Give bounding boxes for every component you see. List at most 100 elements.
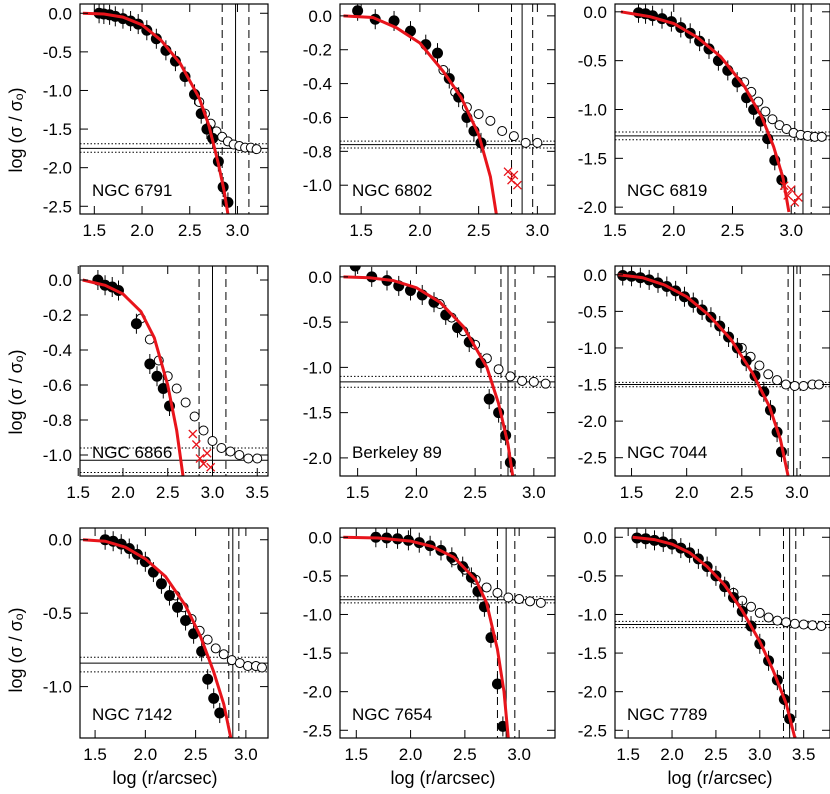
- plot-area: [80, 4, 268, 214]
- model-curve: [82, 278, 185, 476]
- open-point: [225, 446, 236, 457]
- model-curve: [343, 275, 515, 476]
- open-point: [816, 131, 827, 142]
- open-point: [189, 411, 200, 422]
- y-axis-label: log (σ / σₒ): [6, 87, 26, 172]
- x-tick-label: 1.5: [349, 221, 373, 240]
- excluded-point: [202, 448, 212, 458]
- open-point: [520, 137, 531, 148]
- x-tick-label: 1.5: [82, 221, 106, 240]
- excluded-point: [509, 170, 519, 180]
- filled-point: [155, 578, 167, 590]
- axes-frame: [339, 265, 556, 477]
- x-tick-label: 2.0: [408, 221, 432, 240]
- excluded-point: [512, 180, 522, 190]
- plot-area: [340, 4, 555, 214]
- axes-frame: [614, 265, 830, 477]
- filled-point: [180, 615, 192, 627]
- y-tick-label: 0.0: [308, 268, 332, 287]
- x-tick-label: 1.5: [616, 745, 640, 764]
- open-point: [760, 106, 771, 117]
- y-tick-label: -0.4: [43, 341, 72, 360]
- x-tick-label: 3.0: [234, 745, 258, 764]
- panel-label: NGC 6791: [92, 181, 172, 200]
- y-tick-label: -2.5: [303, 721, 332, 740]
- open-point: [180, 397, 191, 408]
- panel-label: NGC 6819: [627, 181, 707, 200]
- y-tick-label: -2.5: [43, 197, 72, 216]
- open-point: [505, 371, 516, 382]
- y-tick-label: -2.0: [578, 412, 607, 431]
- open-point: [772, 615, 783, 626]
- open-point: [485, 115, 496, 126]
- y-tick-label: -2.5: [578, 721, 607, 740]
- x-tick-label: 2.0: [111, 483, 135, 502]
- model-curve: [632, 535, 797, 738]
- x-tick-label: 2.5: [156, 483, 180, 502]
- open-point: [508, 131, 519, 142]
- panel-berkeley-89: 1.5 2.0 2.5 3.0 0.0 -0.5 -1.0 -1.5 -2.0 Berkeley …: [303, 265, 556, 502]
- filled-point: [163, 590, 175, 602]
- x-tick-label: 2.0: [399, 745, 423, 764]
- open-point: [763, 369, 774, 380]
- y-tick-label: -0.4: [303, 75, 332, 94]
- x-tick-label: 1.5: [66, 483, 90, 502]
- model-curve: [620, 10, 791, 213]
- filled-point: [483, 393, 495, 405]
- y-tick-label: -1.0: [578, 605, 607, 624]
- y-tick-label: -1.0: [303, 605, 332, 624]
- y-tick-label: -1.0: [303, 176, 332, 195]
- x-tick-label: 1.5: [344, 745, 368, 764]
- filled-point: [208, 692, 220, 704]
- y-tick-label: -0.5: [303, 313, 332, 332]
- excluded-point: [191, 440, 201, 449]
- y-tick-label: 0.0: [583, 528, 607, 547]
- x-tick-label: 2.5: [730, 483, 754, 502]
- panel-ngc-7142: 1.5 2.0 2.5 3.0 0.0 -0.5 -1.0 NGC 7142: [43, 527, 269, 764]
- x-tick-label: 1.5: [603, 221, 627, 240]
- y-tick-label: -0.5: [43, 604, 72, 623]
- y-tick-label: -1.5: [578, 644, 607, 663]
- y-tick-label: 0.0: [583, 3, 607, 22]
- open-point: [772, 375, 783, 386]
- x-tick-label: 2.0: [130, 221, 154, 240]
- excluded-point: [790, 197, 800, 207]
- y-tick-label: -0.8: [303, 142, 332, 161]
- open-point: [525, 596, 536, 607]
- y-tick-label: -0.5: [578, 567, 607, 586]
- open-point: [798, 619, 809, 630]
- y-axis-label: log (σ / σₒ): [6, 349, 26, 434]
- x-tick-label: 2.0: [675, 483, 699, 502]
- open-point: [754, 607, 765, 618]
- panel-ngc-7654: 1.5 2.0 2.5 3.0 0.0 -0.5 -1.0 -1.5 -2.0 -2.5 NGC 7…: [303, 527, 556, 764]
- open-point: [754, 360, 765, 371]
- axes-frame: [339, 527, 556, 739]
- y-tick-label: 0.0: [48, 531, 72, 550]
- open-point: [789, 381, 800, 391]
- open-point: [207, 436, 218, 446]
- y-tick-label: -0.6: [303, 108, 332, 127]
- y-tick-label: -2.0: [303, 449, 332, 468]
- y-tick-label: -0.5: [578, 302, 607, 321]
- x-tick-label: 1.5: [83, 745, 107, 764]
- y-tick-label: -0.5: [303, 567, 332, 586]
- panel-ngc-6866: 1.5 2.0 2.5 3.0 3.5 0.0 -0.2 -0.4 -0.6 -0.8 -1.0 NG…: [43, 265, 269, 502]
- x-tick-label: 3.5: [245, 483, 269, 502]
- x-axis-label: log (r/arcsec): [390, 768, 495, 788]
- y-tick-label: 0.0: [308, 528, 332, 547]
- y-tick-label: 0.0: [48, 271, 72, 290]
- open-point: [492, 587, 503, 598]
- excluded-point: [195, 454, 205, 463]
- open-point: [528, 376, 539, 387]
- x-tick-label: 2.5: [704, 745, 728, 764]
- filled-point: [352, 5, 364, 17]
- open-point: [218, 649, 229, 660]
- x-tick-label: 3.0: [779, 221, 803, 240]
- plot-area: [340, 528, 555, 738]
- panel-ngc-7044: 1.5 2.0 2.5 3.0 0.0 -0.5 -1.0 -1.5 -2.0 -2.5 NGC 7…: [578, 265, 830, 502]
- open-point: [517, 375, 528, 386]
- open-point: [493, 364, 504, 375]
- y-tick-label: -1.5: [303, 644, 332, 663]
- panel-label: NGC 6866: [92, 443, 172, 462]
